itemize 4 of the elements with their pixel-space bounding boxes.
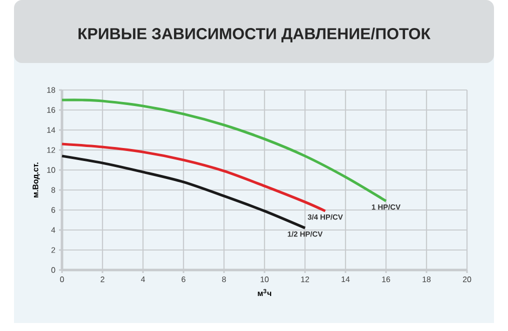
line-series [60,154,306,230]
chart-title: КРИВЫЕ ЗАВИСИМОСТИ ДАВЛЕНИЕ/ПОТОК [78,28,431,42]
line-series [60,98,388,202]
line-series [60,142,327,212]
